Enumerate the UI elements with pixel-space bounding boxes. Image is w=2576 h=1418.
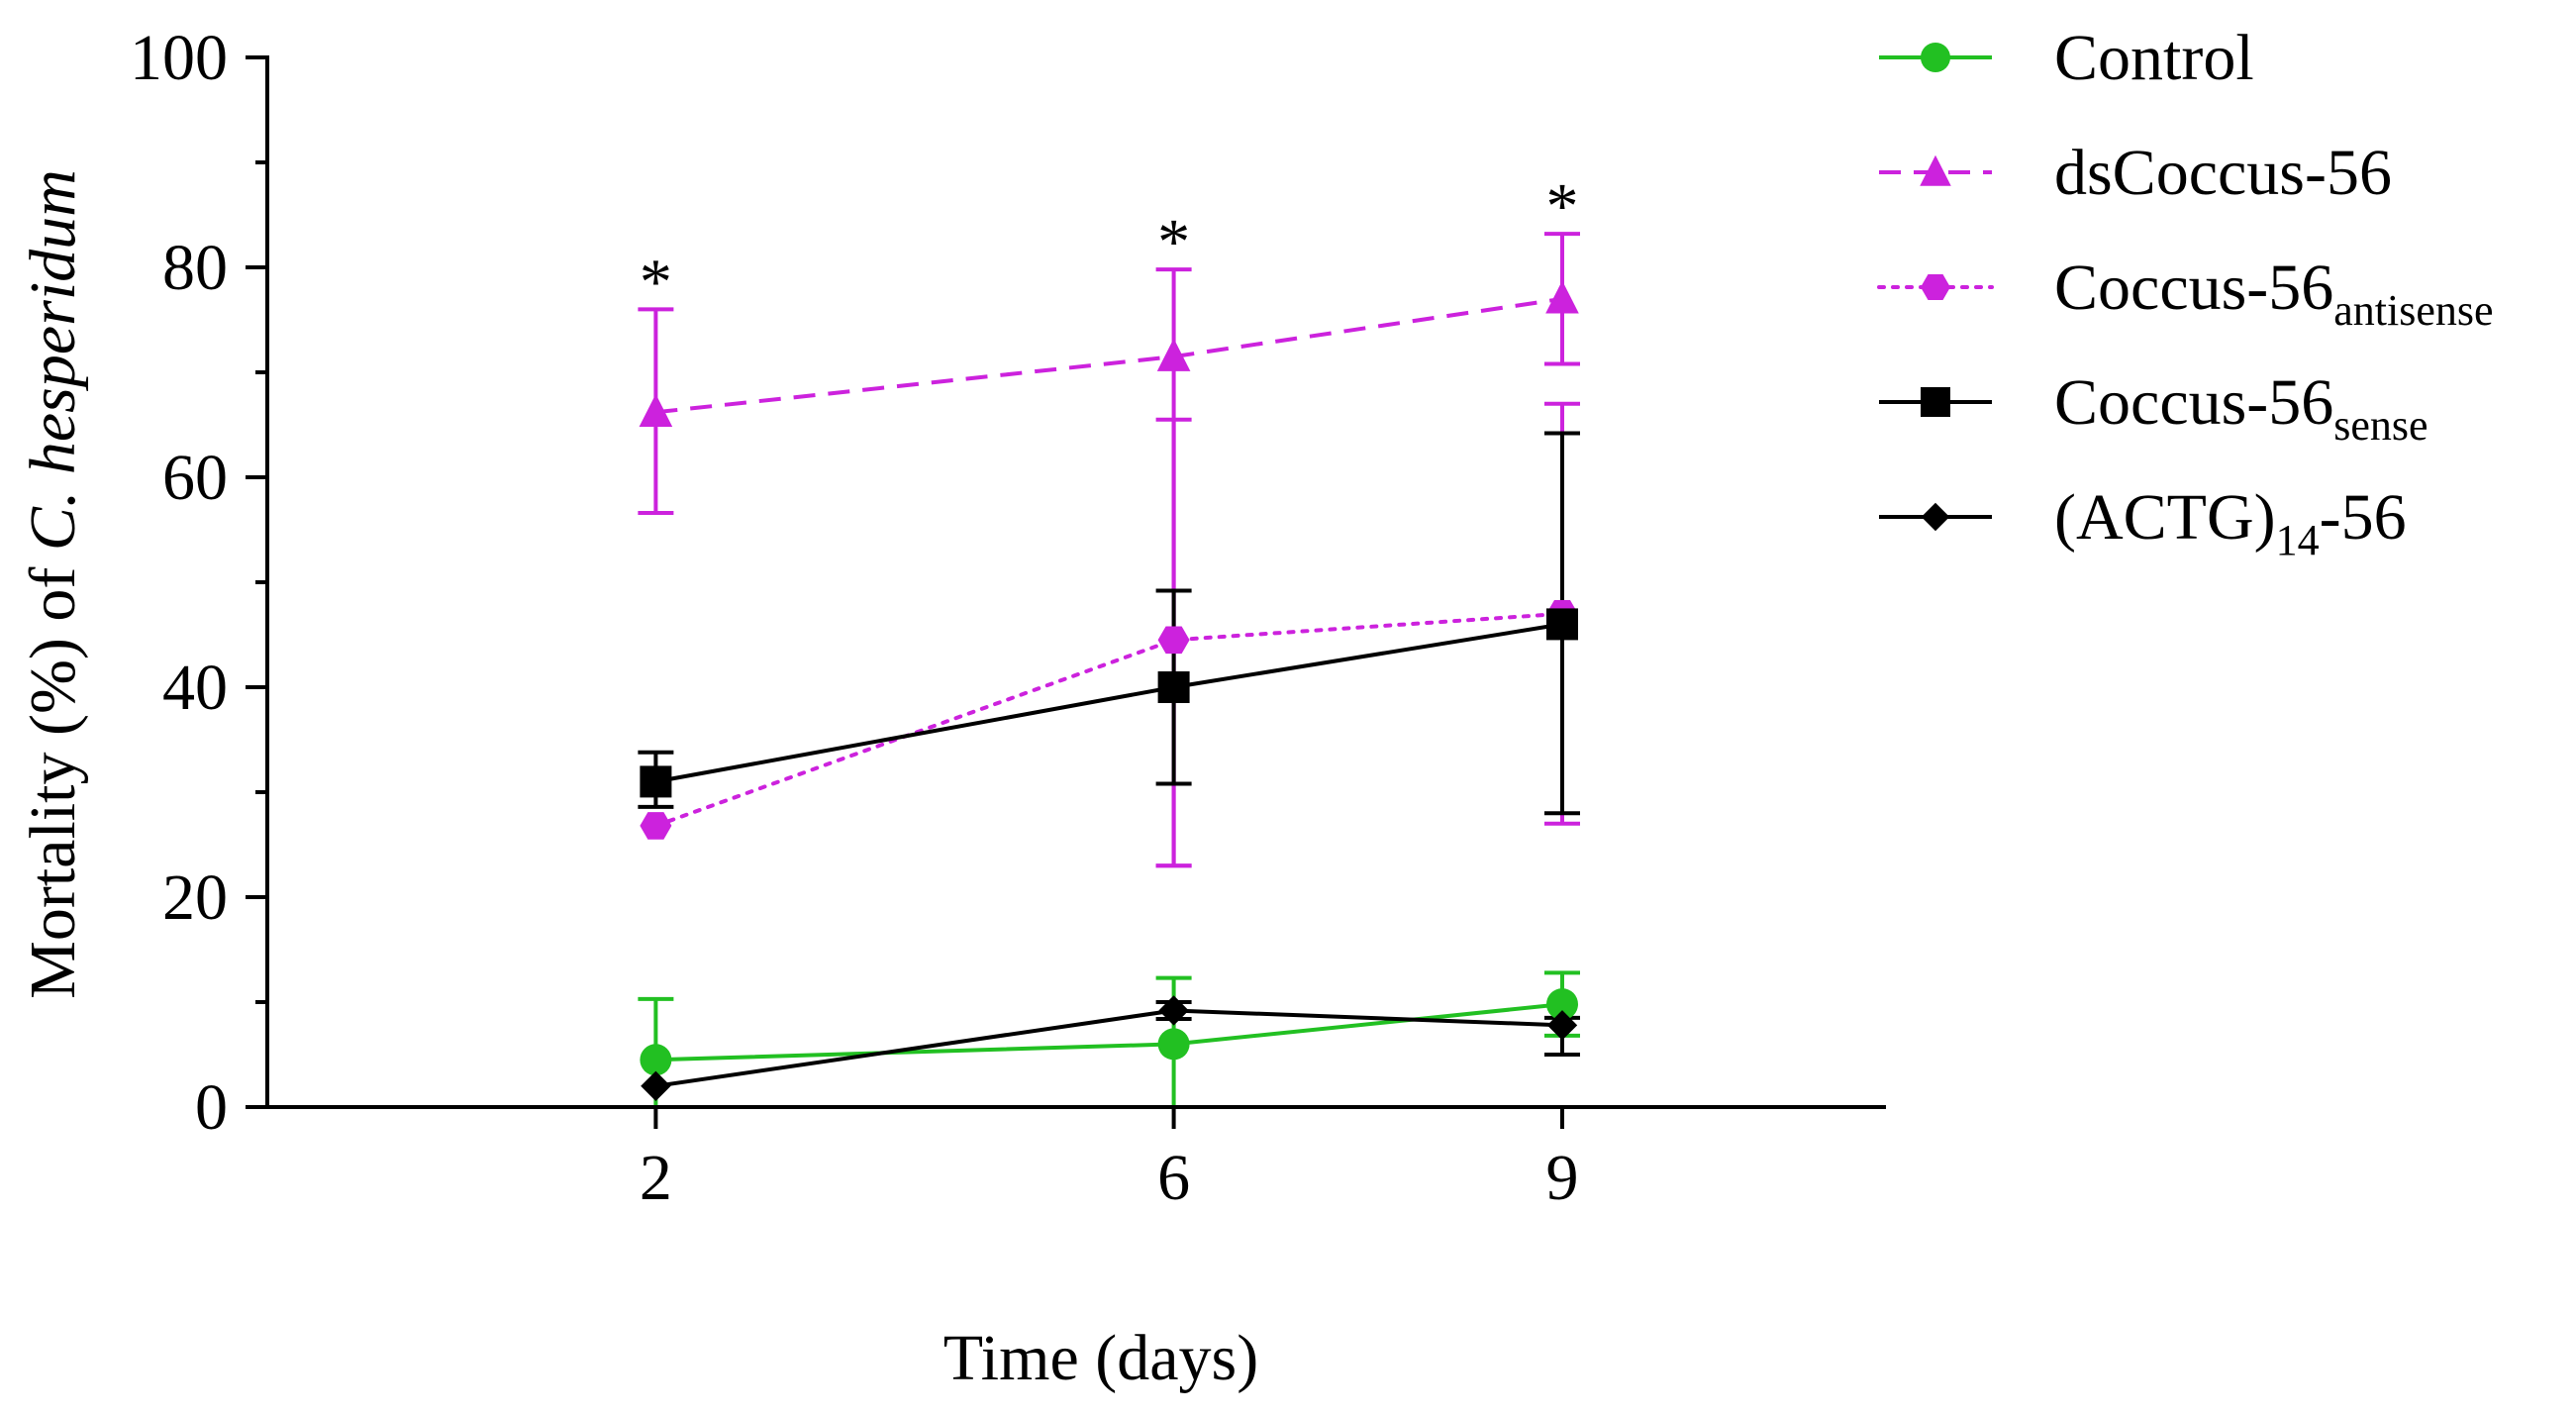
data-point	[1545, 280, 1579, 314]
legend-marker	[1921, 274, 1950, 300]
legend-marker	[1921, 502, 1950, 532]
data-point	[639, 393, 673, 427]
legend-label: (ACTG)14-56	[2054, 481, 2407, 564]
series-line	[653, 611, 1564, 828]
legend-label-main: Control	[2054, 22, 2254, 94]
y-axis-label: Mortality (%) of C. hesperidum	[17, 169, 89, 999]
legend-marker	[1921, 43, 1950, 72]
legend-label: Coccus-56sense	[2054, 366, 2428, 450]
y-axis-label-prefix: Mortality (%) of	[17, 551, 89, 999]
significance-layer: * * *	[640, 170, 1579, 318]
y-tick-label: 20	[162, 861, 228, 934]
series-markers-layer	[639, 280, 1579, 1101]
x-tick-label: 9	[1546, 1142, 1579, 1214]
data-point	[1157, 671, 1190, 703]
legend-label: Control	[2054, 22, 2254, 94]
x-tick-label: 2	[640, 1142, 672, 1214]
x-axis-label: Time (days)	[943, 1322, 1258, 1394]
significance-star: *	[1157, 206, 1190, 278]
legend-label-main: (ACTG)	[2054, 481, 2276, 554]
data-point	[1546, 1010, 1578, 1041]
significance-star: *	[640, 246, 672, 318]
data-point	[1157, 1028, 1190, 1061]
data-point	[640, 1044, 672, 1076]
legend-label-subscript: antisense	[2333, 286, 2493, 335]
legend-marker	[1921, 387, 1950, 417]
series-line	[655, 1002, 1563, 1063]
data-point	[1546, 608, 1578, 641]
legend-label-subscript: 14	[2276, 516, 2320, 564]
y-axis-label-species: C. hesperidum	[17, 169, 89, 551]
y-tick-label: 40	[162, 652, 228, 724]
legend-label: dsCoccus-56	[2054, 137, 2392, 209]
y-tick-label: 100	[130, 22, 228, 94]
y-tick-label: 60	[162, 442, 228, 514]
legend-marker	[1920, 154, 1951, 186]
x-tick-label: 6	[1157, 1142, 1190, 1214]
data-point	[1546, 988, 1578, 1021]
data-point	[640, 812, 672, 840]
data-point	[641, 1070, 671, 1101]
data-point	[640, 765, 672, 798]
legend: ControldsCoccus-56Coccus-56antisenseCocc…	[1877, 22, 2494, 564]
significance-star: *	[1546, 170, 1579, 243]
legend-label-main: Coccus-56	[2054, 252, 2333, 324]
data-point	[1156, 338, 1191, 371]
y-tick-label: 80	[162, 232, 228, 304]
series-line	[655, 622, 1563, 784]
legend-label-suffix: -56	[2320, 481, 2407, 554]
series-line	[655, 296, 1563, 415]
legend-label: Coccus-56antisense	[2054, 252, 2494, 335]
legend-label-main: dsCoccus-56	[2054, 137, 2392, 209]
series-line	[655, 1008, 1563, 1088]
legend-label-subscript: sense	[2333, 401, 2427, 450]
y-tick-label: 0	[195, 1071, 228, 1144]
series-lines-layer	[653, 296, 1564, 1088]
axes-layer: 0 20 40 60 80 100 2 6 9	[130, 22, 1886, 1214]
data-point	[1158, 995, 1189, 1026]
legend-label-main: Coccus-56	[2054, 366, 2333, 439]
data-point	[1157, 626, 1190, 655]
